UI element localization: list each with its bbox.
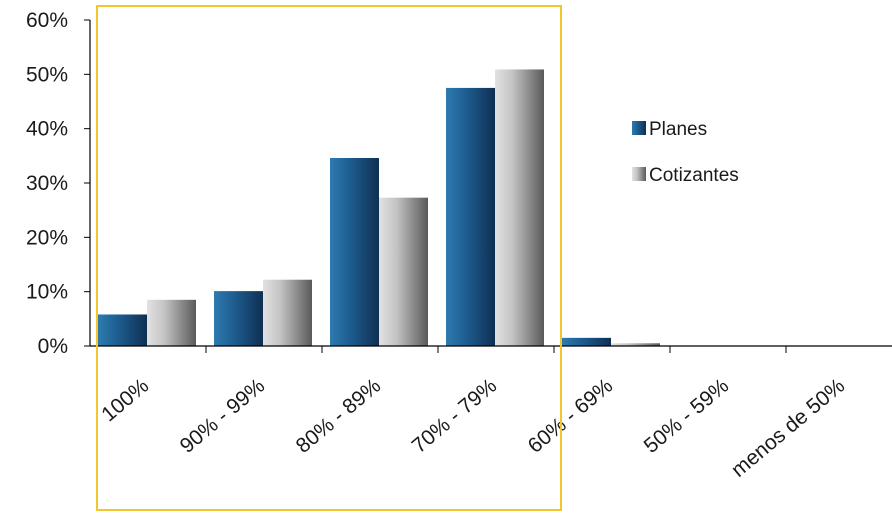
legend-swatch-planes xyxy=(632,121,646,135)
bar-cotizantes-4 xyxy=(611,343,660,346)
bars-group xyxy=(98,69,660,347)
x-category-label: 90% - 99% xyxy=(176,374,269,458)
x-category-label: 70% - 79% xyxy=(408,374,501,458)
bar-cotizantes-0 xyxy=(147,299,196,346)
y-tick-labels: 0% 10% 20% 30% 40% 50% 60% xyxy=(26,9,68,358)
highlight-box xyxy=(96,5,562,511)
x-category-label: 100% xyxy=(97,374,153,426)
legend: Planes Cotizantes xyxy=(632,119,739,186)
x-category-label: 60% - 69% xyxy=(524,374,617,458)
bar-planes-4 xyxy=(562,337,611,346)
bar-cotizantes-1 xyxy=(263,279,312,346)
bar-planes-2 xyxy=(330,158,379,346)
legend-swatch-cotizantes xyxy=(632,167,646,181)
legend-label-cotizantes: Cotizantes xyxy=(649,165,739,186)
bar-planes-1 xyxy=(214,291,263,346)
bar-cotizantes-3 xyxy=(495,69,544,347)
y-tick-label: 0% xyxy=(38,335,68,358)
axes-group xyxy=(84,19,892,353)
bar-cotizantes-2 xyxy=(379,197,428,346)
x-category-label: 50% - 59% xyxy=(640,374,733,458)
x-category-label: 80% - 89% xyxy=(292,374,385,458)
y-tick-label: 40% xyxy=(26,118,68,141)
bar-planes-3 xyxy=(446,87,495,347)
y-tick-label: 30% xyxy=(26,172,68,195)
y-tick-label: 50% xyxy=(26,63,68,86)
y-tick-label: 10% xyxy=(26,281,68,304)
legend-label-planes: Planes xyxy=(649,119,707,140)
y-tick-label: 20% xyxy=(26,226,68,249)
y-tick-label: 60% xyxy=(26,9,68,32)
bar-planes-0 xyxy=(98,314,147,346)
x-category-labels: 100% 90% - 99% 80% - 89% 70% - 79% 60% - 69%… xyxy=(97,374,849,482)
x-category-label: menos de 50% xyxy=(727,374,849,482)
